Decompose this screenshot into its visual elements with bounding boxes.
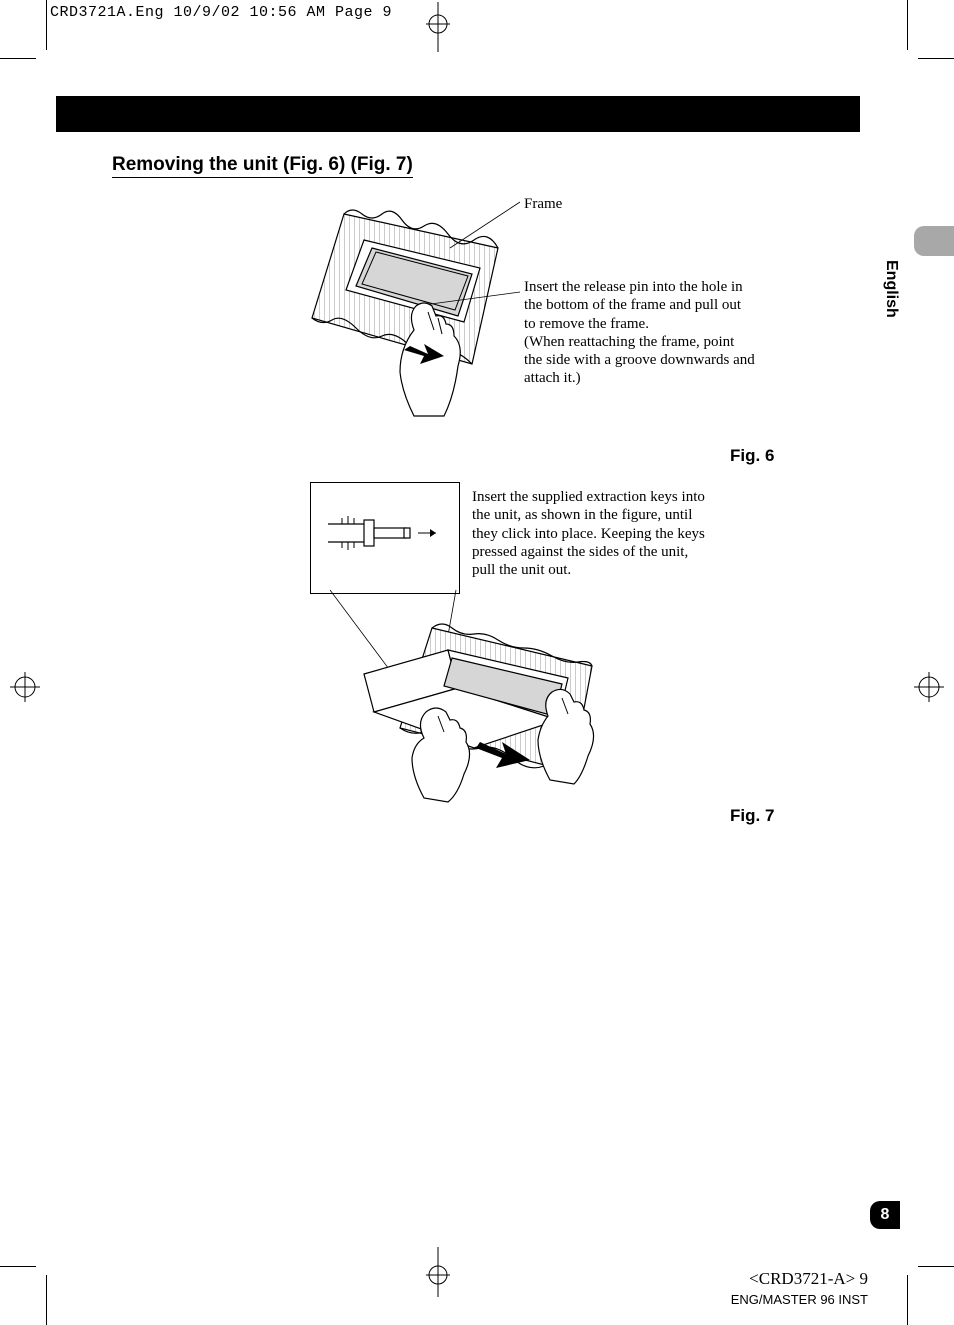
crop-mark: [46, 0, 47, 50]
crop-mark: [907, 0, 908, 50]
crop-mark: [918, 1266, 954, 1267]
figure-caption-6: Fig. 6: [730, 446, 774, 466]
extraction-key-illustration: [324, 510, 444, 560]
crop-mark: [0, 58, 36, 59]
callout-label-frame: Frame: [524, 196, 562, 213]
registration-mark-icon: [10, 672, 40, 702]
figure-7-illustration: [330, 588, 630, 808]
registration-mark-icon: [914, 672, 944, 702]
figure-caption-7: Fig. 7: [730, 806, 774, 826]
figure-6-illustration: [304, 196, 524, 426]
registration-mark-icon: [424, 2, 452, 52]
instruction-text-fig7: Insert the supplied extraction keys into…: [472, 488, 712, 579]
footer-subtitle: ENG/MASTER 96 INST: [731, 1292, 868, 1307]
instruction-text-fig6: Insert the release pin into the hole in …: [524, 278, 756, 388]
print-job-header: CRD3721A.Eng 10/9/02 10:56 AM Page 9: [50, 4, 392, 21]
section-heading: Removing the unit (Fig. 6) (Fig. 7): [112, 154, 413, 178]
language-tab: English: [882, 260, 900, 318]
crop-mark: [907, 1275, 908, 1325]
crop-mark: [0, 1266, 36, 1267]
crop-mark: [46, 1275, 47, 1325]
footer-document-id: <CRD3721-A> 9: [749, 1269, 868, 1289]
registration-mark-icon: [424, 1247, 452, 1297]
page-number-badge: 8: [870, 1201, 900, 1229]
header-bar: [56, 96, 860, 132]
crop-mark: [918, 58, 954, 59]
side-tab: [914, 226, 954, 256]
